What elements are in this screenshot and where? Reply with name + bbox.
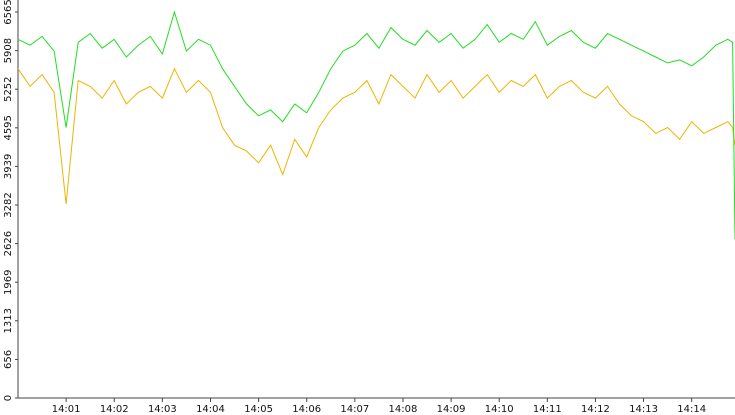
x-tick-label: 14:04 [196,404,225,415]
x-tick-label: 14:06 [292,404,321,415]
x-tick-label: 14:12 [581,404,610,415]
y-tick-label: 5252 [3,76,14,101]
x-tick-label: 14:07 [340,404,369,415]
x-tick-label: 14:05 [244,404,273,415]
y-tick-label: 1969 [3,270,14,295]
series-line [17,10,735,240]
y-tick-label: 4595 [3,115,14,140]
x-tick-label: 14:10 [485,404,514,415]
y-tick-label: 3939 [3,154,14,179]
y-tick-label: 656 [3,350,14,369]
x-tick-label: 14:02 [100,404,129,415]
x-tick-label: 14:09 [437,404,466,415]
y-tick-label: 6565 [3,0,14,25]
x-tick-label: 14:11 [533,404,562,415]
y-tick-label: 3282 [3,192,14,217]
x-tick-label: 14:13 [629,404,658,415]
x-tick-label: 14:08 [389,404,418,415]
y-tick-label: 1313 [3,308,14,333]
y-tick-label: 0 [3,395,14,401]
y-tick-label: 5908 [3,38,14,63]
y-tick-label: 2626 [3,231,14,256]
x-tick-label: 14:03 [148,404,177,415]
series-line [17,67,735,205]
x-tick-label: 14:14 [677,404,706,415]
x-tick-label: 14:01 [52,404,81,415]
